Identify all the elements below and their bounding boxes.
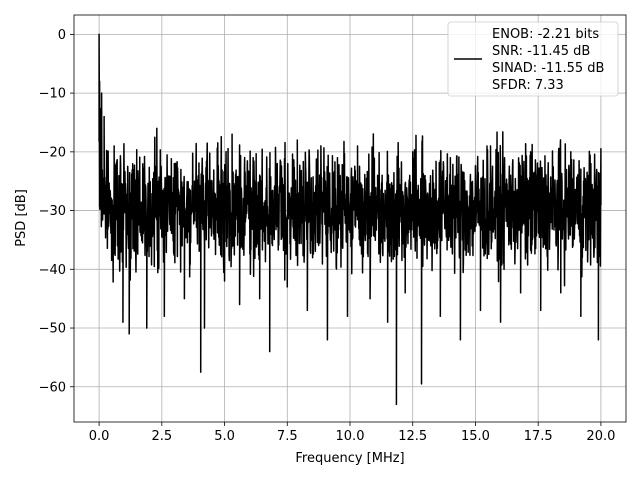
- psd-point: [412, 151, 414, 153]
- psd-point: [163, 315, 165, 317]
- y-tick-label: −60: [39, 380, 66, 395]
- psd-point: [118, 251, 120, 253]
- x-tick-label: 10.0: [336, 429, 365, 444]
- x-tick-label: 2.5: [151, 429, 172, 444]
- psd-point: [530, 151, 532, 153]
- psd-point: [193, 180, 196, 182]
- psd-point: [223, 280, 226, 282]
- legend-sfdr: SFDR: 7.33: [492, 78, 564, 93]
- x-tick-label: 12.5: [398, 429, 427, 444]
- psd-point: [377, 174, 379, 176]
- psd-point: [231, 133, 233, 135]
- psd-point: [98, 80, 101, 82]
- psd-point: [183, 298, 185, 300]
- psd-point: [590, 162, 592, 165]
- psd-point: [316, 186, 318, 188]
- psd-point: [404, 292, 406, 294]
- psd-point: [509, 174, 512, 176]
- psd-point: [395, 403, 398, 405]
- psd-point: [429, 209, 431, 212]
- y-tick-label: 0: [58, 28, 66, 43]
- psd-point: [369, 298, 371, 300]
- legend: ENOB: -2.21 bits SNR: -11.45 dB SINAD: -…: [447, 21, 619, 97]
- psd-point: [346, 315, 349, 317]
- psd-point: [540, 309, 542, 312]
- psd-point: [101, 92, 103, 94]
- y-axis: 0 −10 −20 −30 −40 −50 −60: [39, 28, 74, 395]
- y-tick-label: −30: [39, 204, 66, 219]
- psd-point: [269, 350, 271, 353]
- psd-point: [326, 339, 329, 341]
- legend-box: [447, 21, 619, 97]
- psd-point: [387, 321, 389, 323]
- psd-point: [306, 309, 308, 312]
- psd-point: [239, 303, 241, 306]
- x-tick-label: 0.0: [89, 429, 110, 444]
- psd-point: [113, 145, 115, 147]
- psd-point: [102, 180, 104, 182]
- psd-point: [356, 145, 359, 147]
- psd-point: [560, 292, 562, 294]
- psd-point: [479, 309, 482, 312]
- psd-point: [439, 315, 441, 317]
- y-axis-label: PSD [dB]: [14, 189, 29, 247]
- psd-point: [499, 321, 502, 323]
- psd-point: [106, 227, 108, 229]
- legend-enob: ENOB: -2.21 bits: [492, 27, 599, 42]
- x-axis-label: Frequency [MHz]: [295, 451, 404, 466]
- psd-point: [449, 157, 451, 159]
- x-tick-label: 17.5: [524, 429, 553, 444]
- psd-point: [173, 162, 175, 165]
- psd-point: [249, 186, 251, 188]
- psd-point: [200, 371, 202, 373]
- psd-point: [259, 298, 261, 300]
- series-psd: [98, 33, 602, 406]
- psd-point: [296, 139, 298, 141]
- psd-point: [489, 145, 492, 147]
- psd-point: [520, 292, 522, 294]
- psd-point: [99, 192, 101, 194]
- psd-point: [98, 33, 100, 35]
- psd-point: [107, 151, 109, 153]
- legend-sinad: SINAD: -11.55 dB: [492, 61, 604, 76]
- legend-snr: SNR: -11.45 dB: [492, 44, 590, 59]
- psd-point: [570, 151, 572, 153]
- psd-point: [420, 383, 423, 385]
- psd-point: [276, 162, 278, 165]
- psd-point: [128, 333, 130, 335]
- psd-point: [111, 209, 113, 212]
- y-tick-label: −10: [39, 87, 66, 102]
- y-tick-label: −20: [39, 145, 66, 160]
- psd-point: [550, 180, 552, 182]
- psd-point: [597, 339, 600, 341]
- psd-point: [469, 180, 472, 182]
- x-tick-label: 5.0: [214, 429, 235, 444]
- psd-point: [146, 327, 148, 329]
- psd-point: [122, 321, 124, 323]
- x-tick-label: 20.0: [586, 429, 615, 444]
- psd-point: [580, 315, 582, 317]
- psd-trace: [98, 33, 602, 406]
- psd-point: [600, 204, 602, 206]
- y-tick-label: −50: [39, 322, 66, 337]
- y-tick-label: −40: [39, 263, 66, 278]
- psd-point: [156, 127, 158, 129]
- psd-point: [286, 286, 288, 288]
- psd-point: [103, 116, 105, 118]
- x-tick-label: 15.0: [461, 429, 490, 444]
- psd-point: [203, 327, 206, 329]
- x-tick-label: 7.5: [277, 429, 298, 444]
- x-axis: 0.0 2.5 5.0 7.5 10.0 12.5 15.0 17.5 20.0: [89, 422, 615, 444]
- psd-point: [336, 157, 339, 159]
- psd-point: [213, 192, 216, 194]
- psd-point: [136, 204, 138, 206]
- psd-point: [459, 339, 461, 341]
